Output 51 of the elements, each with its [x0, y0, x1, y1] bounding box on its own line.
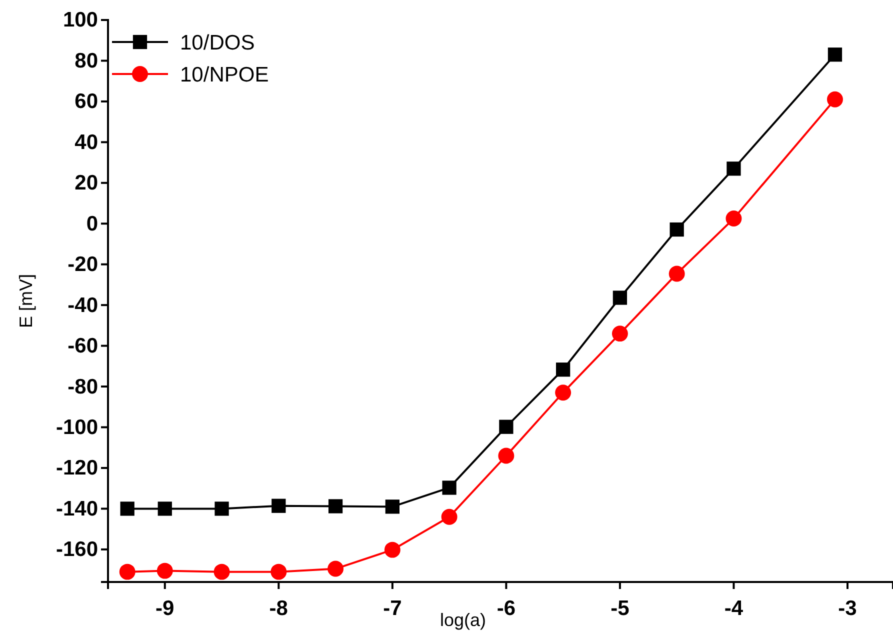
point: [270, 564, 287, 580]
y-axis-title: E [mV]: [16, 274, 36, 328]
x-tick-label: -8: [269, 597, 288, 620]
legend-label: 10/DOS: [180, 31, 255, 54]
y-tick-label: 20: [74, 172, 98, 195]
point: [726, 162, 741, 176]
x-tick-label: -7: [383, 597, 402, 620]
point: [670, 222, 684, 237]
x-tick-label: -9: [156, 597, 174, 620]
x-tick-label: -5: [610, 597, 630, 620]
legend-label: 10/NPOE: [180, 63, 269, 86]
point: [272, 498, 286, 513]
point: [158, 502, 172, 516]
point: [384, 542, 400, 558]
point: [555, 384, 572, 401]
x-tick-label: -3: [838, 597, 857, 620]
point: [214, 564, 230, 580]
y-tick-label: -20: [68, 253, 98, 276]
point: [612, 290, 628, 305]
y-tick-label: 60: [74, 90, 98, 114]
point: [827, 91, 843, 108]
point: [442, 480, 456, 495]
point: [120, 502, 134, 516]
point: [726, 210, 742, 226]
y-tick-label: -80: [68, 375, 98, 398]
point: [328, 499, 343, 514]
y-tick-label: 80: [74, 49, 98, 72]
y-tick-label: -140: [56, 497, 98, 520]
point: [119, 564, 136, 580]
point: [612, 326, 628, 342]
point: [441, 508, 458, 525]
y-tick-label: -100: [56, 416, 98, 439]
y-tick-label: -60: [68, 334, 98, 358]
y-tick-label: 100: [62, 8, 98, 32]
y-tick-label: -40: [68, 294, 98, 317]
point: [556, 362, 570, 377]
point: [156, 562, 173, 579]
point: [385, 500, 400, 514]
point: [828, 48, 842, 62]
point: [214, 502, 229, 516]
y-tick-label: 0: [86, 212, 98, 236]
point: [668, 266, 685, 282]
x-tick-label: -6: [496, 597, 516, 620]
point: [328, 560, 344, 577]
x-tick-label: -4: [724, 597, 744, 620]
point: [499, 420, 514, 434]
y-tick-label: -160: [56, 538, 98, 562]
y-tick-label: -120: [56, 456, 98, 480]
y-tick-label: 40: [74, 130, 98, 154]
point: [498, 448, 514, 464]
x-axis-title: log(a): [440, 610, 486, 630]
